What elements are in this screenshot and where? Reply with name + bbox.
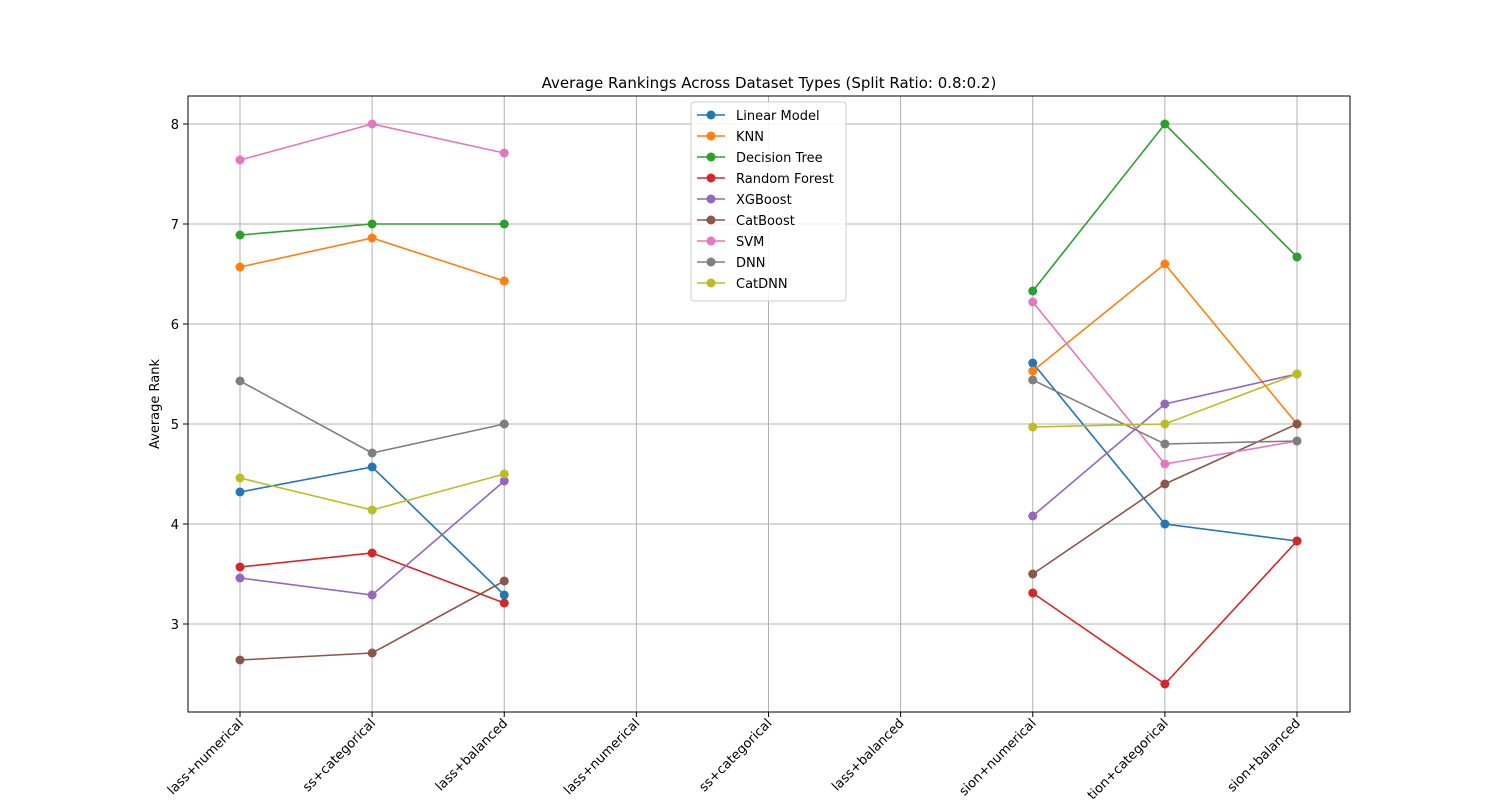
legend-label-dnn: DNN — [736, 256, 765, 271]
data-point-dnn — [235, 376, 245, 386]
data-point-knn — [235, 262, 245, 272]
legend-label-xgboost: XGBoost — [736, 193, 792, 208]
y-tick-label: 8 — [171, 118, 179, 133]
y-tick-label: 6 — [171, 318, 179, 333]
legend-marker-xgboost — [706, 194, 716, 204]
legend-marker-knn — [706, 131, 716, 141]
y-tick-label: 7 — [171, 218, 179, 233]
y-axis-label: Average Rank — [148, 359, 163, 449]
data-point-linear-model — [1028, 358, 1038, 368]
data-point-xgboost — [235, 573, 245, 583]
data-point-catboost — [1292, 419, 1302, 429]
data-point-random-forest — [1292, 536, 1302, 546]
data-point-catboost — [1160, 479, 1170, 489]
data-point-catdnn — [235, 473, 245, 483]
data-point-xgboost — [499, 476, 509, 486]
legend-label-catdnn: CatDNN — [736, 277, 788, 292]
legend-marker-random-forest — [706, 173, 716, 183]
legend-marker-dnn — [706, 257, 716, 267]
data-point-random-forest — [1028, 588, 1038, 598]
series-layer — [235, 119, 1302, 689]
data-point-catdnn — [367, 505, 377, 515]
legend-marker-svm — [706, 236, 716, 246]
data-point-dnn — [1160, 439, 1170, 449]
data-point-knn — [367, 233, 377, 243]
data-point-catboost — [499, 576, 509, 586]
data-point-decision-tree — [1292, 252, 1302, 262]
data-point-decision-tree — [499, 219, 509, 229]
data-point-svm — [1160, 459, 1170, 469]
data-point-svm — [235, 155, 245, 165]
data-point-decision-tree — [1028, 286, 1038, 296]
data-point-knn — [1160, 259, 1170, 269]
data-point-linear-model — [499, 590, 509, 600]
legend-marker-linear-model — [706, 110, 716, 120]
legend-box — [690, 101, 847, 302]
legend-label-knn: KNN — [736, 130, 764, 145]
data-point-random-forest — [367, 548, 377, 558]
data-point-catdnn — [1160, 419, 1170, 429]
y-tick-label: 5 — [171, 418, 179, 433]
data-point-catdnn — [1292, 369, 1302, 379]
legend-marker-decision-tree — [706, 152, 716, 162]
data-point-dnn — [367, 448, 377, 458]
data-point-decision-tree — [1160, 119, 1170, 129]
data-point-catdnn — [499, 469, 509, 479]
data-point-dnn — [499, 419, 509, 429]
y-tick-label: 4 — [171, 518, 179, 533]
data-point-random-forest — [499, 598, 509, 608]
data-point-random-forest — [1160, 679, 1170, 689]
data-point-linear-model — [1160, 519, 1170, 529]
data-point-svm — [499, 148, 509, 158]
data-point-xgboost — [1160, 399, 1170, 409]
data-point-catdnn — [1028, 422, 1038, 432]
legend-label-decision-tree: Decision Tree — [736, 151, 823, 166]
data-point-catboost — [367, 648, 377, 658]
data-point-dnn — [1028, 375, 1038, 385]
data-point-linear-model — [235, 487, 245, 497]
legend-marker-catdnn — [706, 278, 716, 288]
chart-title: Average Rankings Across Dataset Types (S… — [542, 74, 997, 92]
legend-label-catboost: CatBoost — [736, 214, 795, 229]
data-point-svm — [367, 119, 377, 129]
data-point-xgboost — [1028, 511, 1038, 521]
data-point-knn — [499, 276, 509, 286]
legend-label-linear-model: Linear Model — [736, 109, 820, 124]
data-point-svm — [1028, 297, 1038, 307]
y-tick-label: 3 — [171, 618, 179, 633]
data-point-random-forest — [235, 562, 245, 572]
legend-label-random-forest: Random Forest — [736, 172, 834, 187]
legend-label-svm: SVM — [736, 235, 764, 250]
data-point-dnn — [1292, 436, 1302, 446]
data-point-knn — [1028, 366, 1038, 376]
data-point-catboost — [1028, 569, 1038, 579]
data-point-catboost — [235, 655, 245, 665]
data-point-decision-tree — [367, 219, 377, 229]
legend-marker-catboost — [706, 215, 716, 225]
data-point-xgboost — [367, 590, 377, 600]
data-point-decision-tree — [235, 230, 245, 240]
data-point-linear-model — [367, 462, 377, 472]
legend: Linear Model KNN Decision Tree Random Fores… — [690, 101, 847, 302]
